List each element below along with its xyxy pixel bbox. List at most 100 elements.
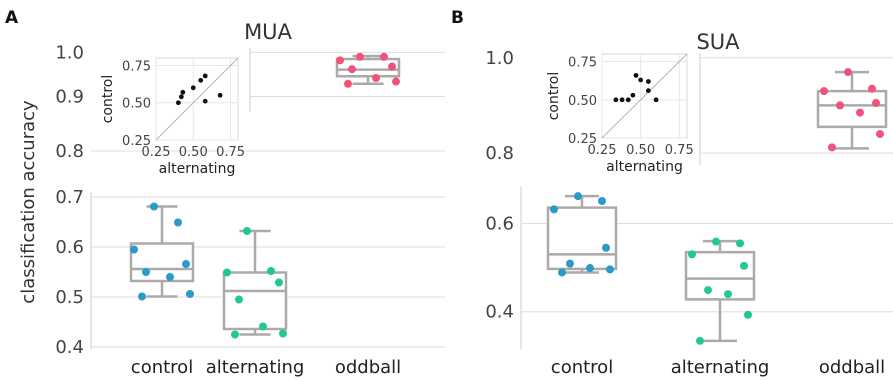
data-point-oddball	[856, 108, 864, 117]
data-point-control	[150, 202, 158, 211]
panel-b: 0.4 0.6 0.8 1.0 control alternating oddball 0.2…	[485, 48, 893, 378]
inset-point	[638, 77, 644, 83]
data-point-alternating	[712, 237, 720, 246]
data-point-alternating	[724, 290, 732, 299]
data-point-oddball	[388, 62, 396, 71]
y-axis-label: classification accuracy	[18, 100, 39, 304]
panel-letter-a: A	[5, 8, 19, 28]
box-oddball	[335, 52, 401, 88]
data-point-control	[174, 218, 182, 227]
inset-y-tick-label: 0.75	[122, 59, 151, 74]
y-tick-label: 0.6	[485, 213, 514, 234]
data-point-oddball	[380, 52, 388, 61]
data-point-alternating	[235, 295, 243, 304]
data-point-alternating	[704, 286, 712, 295]
data-point-oddball	[344, 79, 352, 88]
y-tick-label: 0.7	[55, 187, 84, 208]
inset-y-tick-label: 0.25	[568, 132, 597, 147]
y-tick-label: 1.0	[55, 42, 84, 63]
data-point-control	[138, 292, 146, 301]
data-point-alternating	[231, 330, 239, 339]
x-category-label: oddball	[819, 357, 885, 378]
y-tick-label: 0.8	[485, 143, 514, 164]
inset-point	[645, 88, 651, 94]
inset-x-tick-label: 0.25	[142, 145, 171, 160]
x-category-label: oddball	[335, 357, 401, 378]
y-tick-label: 0.4	[485, 302, 514, 323]
inset-x-label: alternating	[606, 159, 683, 175]
panel-letter-b: B	[451, 8, 464, 28]
inset-y-tick-label: 0.75	[568, 56, 597, 71]
inset-x-tick-label: 0.75	[216, 145, 245, 160]
inset-point	[653, 97, 659, 103]
box-alternating	[684, 237, 756, 345]
box-body	[684, 250, 756, 301]
data-point-oddball	[356, 52, 364, 61]
data-point-oddball	[348, 65, 356, 74]
inset-y-tick-label: 0.25	[122, 134, 151, 149]
data-point-alternating	[243, 227, 251, 235]
inset-x-tick-label: 0.50	[626, 143, 655, 158]
data-point-control	[166, 273, 174, 281]
data-point-alternating	[688, 250, 696, 259]
inset-identity-line	[155, 57, 239, 141]
inset-point	[202, 98, 208, 104]
data-point-control	[550, 205, 558, 214]
inset-scatter: 0.25 0.50 0.750.250.500.75alternatingcontr…	[100, 57, 245, 177]
y-tick-label: 0.6	[55, 237, 84, 258]
data-point-alternating	[744, 310, 752, 319]
inset-x-tick-label: 0.25	[588, 143, 617, 158]
inset-point	[645, 79, 651, 84]
inset-x-tick-label: 0.75	[665, 143, 694, 158]
panel-a-title: MUA	[244, 20, 292, 44]
inset-x-tick-label: 0.50	[179, 145, 208, 160]
inset-y-tick-label: 0.50	[122, 97, 151, 112]
data-point-oddball	[876, 130, 884, 139]
x-category-label: control	[551, 357, 613, 378]
inset-point	[198, 77, 204, 83]
panel-b-title: SUA	[696, 30, 740, 54]
y-tick-label: 1.0	[485, 48, 514, 69]
data-point-control	[182, 260, 190, 268]
x-category-label: alternating	[671, 357, 770, 378]
box-control	[546, 192, 618, 277]
inset-point	[202, 73, 208, 79]
inset-point	[178, 94, 184, 100]
box-alternating	[222, 227, 288, 339]
data-point-alternating	[696, 336, 704, 345]
inset-y-tick-label: 0.50	[568, 94, 597, 109]
box-body	[816, 89, 888, 129]
data-point-alternating	[740, 261, 748, 270]
data-point-alternating	[275, 278, 283, 287]
data-point-control	[574, 192, 582, 201]
inset-point	[613, 97, 619, 103]
inset-point	[180, 89, 186, 95]
box-control	[129, 202, 195, 301]
inset-scatter: 0.25 0.50 0.750.250.500.75alternatingcontr…	[546, 53, 694, 175]
inset-y-label: control	[100, 75, 116, 124]
data-point-alternating	[259, 322, 267, 331]
inset-identity-line	[601, 53, 688, 139]
inset-point	[175, 100, 181, 106]
data-point-control	[186, 290, 194, 298]
data-point-oddball	[836, 101, 844, 110]
x-category-label: control	[131, 357, 193, 378]
inset-point	[625, 97, 631, 103]
data-point-alternating	[267, 267, 275, 275]
box-body	[546, 206, 618, 271]
data-point-control	[598, 196, 606, 205]
data-point-control	[566, 259, 574, 268]
data-point-control	[142, 268, 150, 276]
data-point-oddball	[844, 68, 852, 77]
y-tick-label: 0.8	[55, 141, 84, 162]
data-point-oddball	[372, 74, 380, 83]
data-point-oddball	[392, 77, 400, 86]
inset-point	[190, 85, 196, 91]
x-category-label: alternating	[206, 357, 305, 378]
inset-point	[217, 92, 223, 98]
data-point-oddball	[868, 84, 876, 93]
y-tick-label: 0.4	[55, 337, 84, 358]
data-point-control	[558, 268, 566, 277]
data-point-alternating	[279, 329, 287, 338]
